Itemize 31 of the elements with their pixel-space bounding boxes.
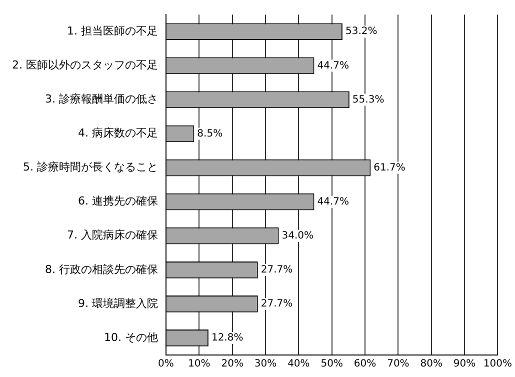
x-tick-label: 50%	[320, 358, 343, 370]
y-tick-label: 3. 診療報酬単価の低さ	[44, 92, 158, 106]
data-label: 12.8%	[211, 332, 244, 344]
data-label: 44.7%	[317, 60, 350, 72]
x-tick-label: 90%	[453, 358, 476, 370]
x-tick-label: 70%	[387, 358, 410, 370]
y-tick-label: 10. その他	[104, 330, 158, 344]
y-tick-label: 7. 入院病床の確保	[66, 228, 158, 242]
data-label: 61.7%	[374, 162, 406, 174]
y-tick-label: 4. 病床数の不足	[78, 126, 158, 140]
y-tick-label: 2. 医師以外のスタッフの不足	[12, 58, 158, 72]
data-label: 27.7%	[260, 298, 293, 310]
data-label: 44.7%	[317, 196, 350, 208]
data-label: 53.2%	[345, 26, 378, 38]
y-tick-label: 8. 行政の相談先の確保	[44, 262, 158, 276]
y-tick-label: 5. 診療時間が長くなること	[22, 160, 158, 174]
x-tick-label: 100%	[483, 358, 512, 370]
y-tick-label: 9. 環境調整入院	[78, 296, 158, 310]
data-label: 34.0%	[282, 230, 314, 242]
x-tick-label: 60%	[354, 358, 376, 370]
x-tick-label: 10%	[188, 358, 210, 370]
y-tick-label: 1. 担当医師の不足	[66, 24, 158, 38]
data-label: 27.7%	[260, 264, 293, 276]
x-tick-label: 80%	[420, 358, 442, 370]
data-label: 8.5%	[197, 128, 223, 140]
x-tick-label: 30%	[254, 358, 277, 370]
data-label: 55.3%	[352, 94, 384, 106]
x-tick-label: 20%	[221, 358, 244, 370]
y-tick-label: 6. 連携先の確保	[78, 194, 158, 208]
x-tick-label: 0%	[158, 358, 174, 370]
x-tick-label: 40%	[288, 358, 310, 370]
